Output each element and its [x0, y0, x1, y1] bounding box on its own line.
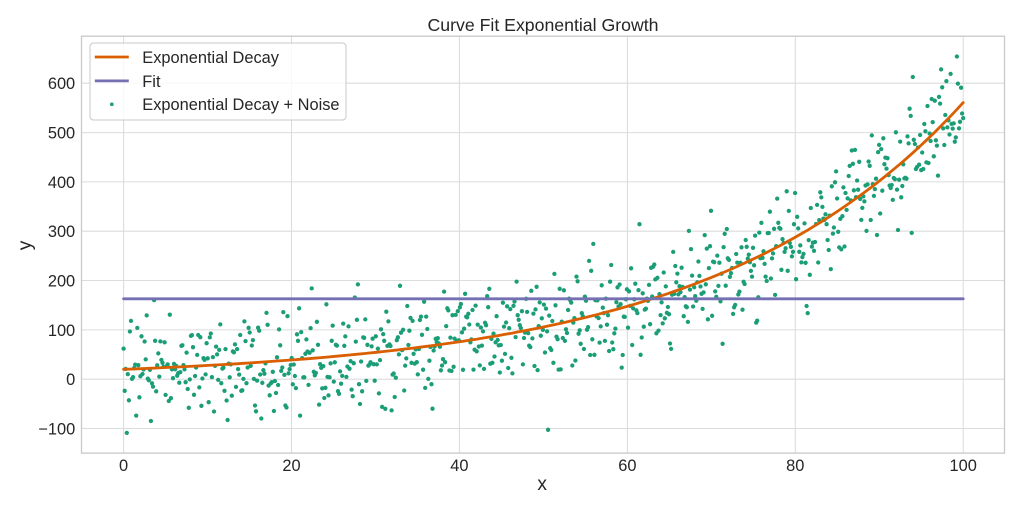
svg-text:x: x	[537, 474, 547, 495]
svg-text:−100: −100	[38, 420, 75, 438]
svg-text:Exponential Decay: Exponential Decay	[142, 49, 279, 67]
svg-text:Exponential Decay + Noise: Exponential Decay + Noise	[142, 96, 339, 114]
svg-text:y: y	[15, 240, 36, 250]
svg-text:40: 40	[450, 457, 468, 475]
svg-text:0: 0	[66, 371, 75, 389]
svg-text:500: 500	[48, 125, 75, 143]
svg-text:200: 200	[48, 272, 75, 290]
svg-text:100: 100	[950, 457, 977, 475]
svg-text:20: 20	[282, 457, 300, 475]
svg-text:0: 0	[119, 457, 128, 475]
svg-text:600: 600	[48, 75, 75, 93]
svg-text:Fit: Fit	[142, 73, 161, 91]
svg-text:100: 100	[48, 322, 75, 340]
svg-text:60: 60	[618, 457, 636, 475]
svg-text:80: 80	[786, 457, 804, 475]
svg-text:300: 300	[48, 223, 75, 241]
svg-text:Curve Fit Exponential Growth: Curve Fit Exponential Growth	[427, 15, 658, 35]
svg-text:400: 400	[48, 174, 75, 192]
